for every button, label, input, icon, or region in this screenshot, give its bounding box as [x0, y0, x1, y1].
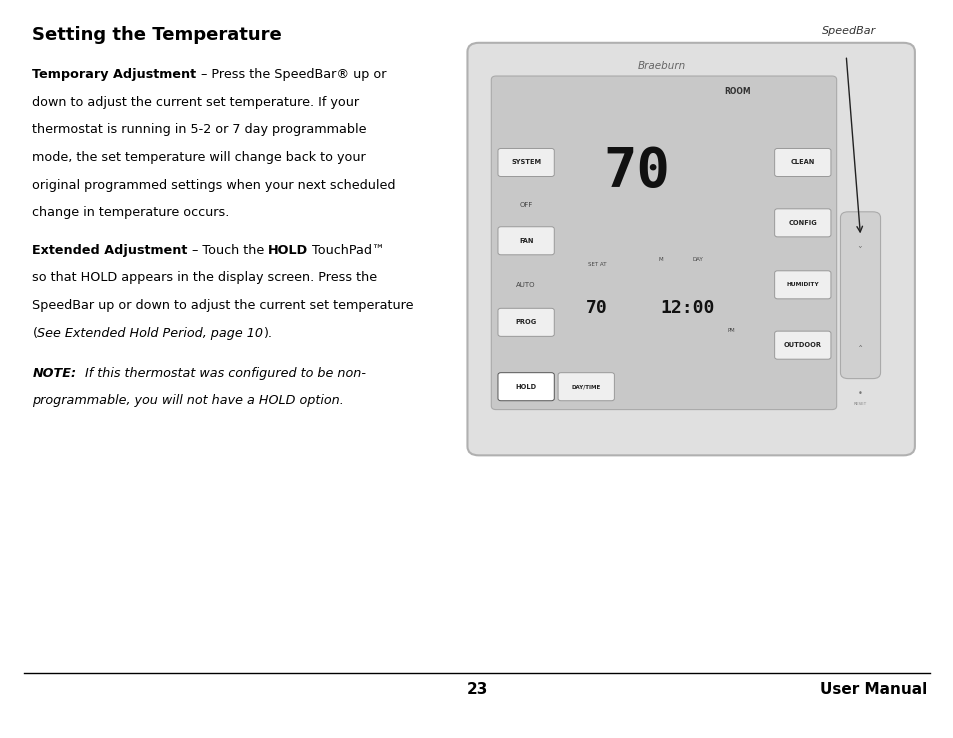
Text: SYSTEM: SYSTEM	[511, 159, 540, 165]
Text: Temporary Adjustment: Temporary Adjustment	[32, 68, 196, 81]
FancyBboxPatch shape	[558, 373, 614, 401]
Text: SpeedBar: SpeedBar	[821, 26, 876, 36]
FancyBboxPatch shape	[497, 308, 554, 337]
Text: ‸: ‸	[858, 337, 862, 347]
Text: HOLD: HOLD	[268, 244, 308, 257]
Text: User Manual: User Manual	[820, 682, 926, 697]
Text: ‸: ‸	[858, 244, 862, 254]
Text: SpeedBar up or down to adjust the current set temperature: SpeedBar up or down to adjust the curren…	[32, 299, 414, 312]
Text: – Press the SpeedBar® up or: – Press the SpeedBar® up or	[196, 68, 386, 81]
Text: RESET: RESET	[853, 401, 866, 406]
Text: change in temperature occurs.: change in temperature occurs.	[32, 206, 230, 219]
FancyBboxPatch shape	[774, 209, 830, 237]
Text: Setting the Temperature: Setting the Temperature	[32, 26, 282, 44]
Text: NOTE:: NOTE:	[32, 367, 76, 380]
Text: 12:00: 12:00	[659, 299, 714, 317]
Text: DAY: DAY	[692, 257, 702, 261]
Text: 23: 23	[466, 682, 487, 697]
FancyBboxPatch shape	[774, 271, 830, 299]
Text: down to adjust the current set temperature. If your: down to adjust the current set temperatu…	[32, 95, 359, 108]
Text: FAN: FAN	[518, 238, 533, 244]
FancyBboxPatch shape	[491, 76, 836, 410]
FancyBboxPatch shape	[840, 212, 880, 379]
Text: 70: 70	[585, 299, 607, 317]
Text: HOLD: HOLD	[515, 384, 537, 390]
FancyBboxPatch shape	[497, 373, 554, 401]
Text: SET AT: SET AT	[587, 261, 605, 266]
FancyBboxPatch shape	[467, 43, 914, 455]
Text: ).: ).	[263, 327, 273, 339]
Text: HUMIDITY: HUMIDITY	[785, 283, 819, 287]
FancyBboxPatch shape	[774, 148, 830, 176]
Text: 70: 70	[603, 145, 670, 198]
Text: so that HOLD appears in the display screen. Press the: so that HOLD appears in the display scre…	[32, 272, 377, 284]
Text: CONFIG: CONFIG	[787, 220, 817, 226]
Text: ROOM: ROOM	[723, 87, 750, 96]
Text: OFF: OFF	[518, 202, 533, 208]
Text: PM: PM	[726, 328, 734, 334]
Text: PROG: PROG	[515, 320, 537, 325]
Text: (: (	[32, 327, 37, 339]
Text: AUTO: AUTO	[516, 282, 536, 289]
Text: programmable, you will not have a HOLD option.: programmable, you will not have a HOLD o…	[32, 394, 344, 407]
Text: DAY/TIME: DAY/TIME	[571, 384, 600, 389]
Text: – Touch the: – Touch the	[188, 244, 268, 257]
Text: If this thermostat was configured to be non-: If this thermostat was configured to be …	[76, 367, 365, 380]
Text: See Extended Hold Period, page 10: See Extended Hold Period, page 10	[37, 327, 263, 339]
Text: OUTDOOR: OUTDOOR	[783, 342, 821, 348]
FancyBboxPatch shape	[774, 331, 830, 359]
Text: Braeburn: Braeburn	[637, 61, 685, 72]
Text: M: M	[658, 257, 662, 261]
Text: original programmed settings when your next scheduled: original programmed settings when your n…	[32, 179, 395, 192]
Text: CLEAN: CLEAN	[790, 159, 814, 165]
Text: •: •	[857, 389, 862, 398]
FancyBboxPatch shape	[497, 227, 554, 255]
Text: thermostat is running in 5-2 or 7 day programmable: thermostat is running in 5-2 or 7 day pr…	[32, 123, 367, 137]
FancyBboxPatch shape	[497, 148, 554, 176]
Text: mode, the set temperature will change back to your: mode, the set temperature will change ba…	[32, 151, 366, 164]
Text: Extended Adjustment: Extended Adjustment	[32, 244, 188, 257]
Text: TouchPad™: TouchPad™	[308, 244, 384, 257]
